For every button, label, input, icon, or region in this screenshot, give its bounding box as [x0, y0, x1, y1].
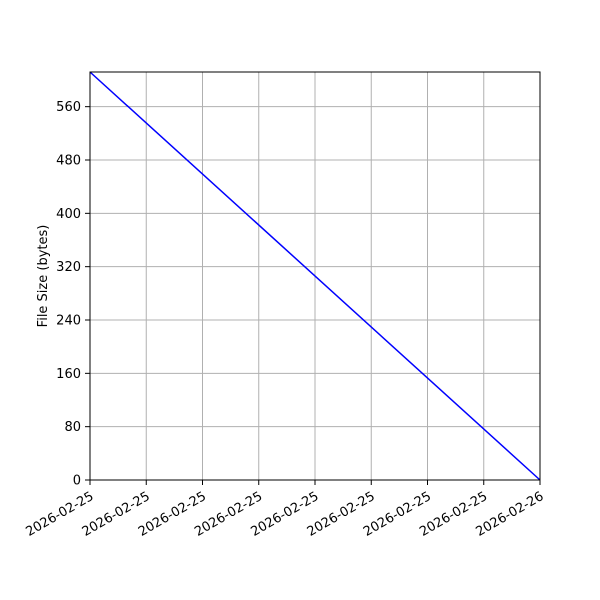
series-layer	[89, 71, 541, 481]
y-tick-label: 0	[73, 474, 81, 489]
y-tick-label: 400	[56, 207, 81, 222]
y-tick-label: 240	[56, 314, 81, 329]
y-axis-label: File Size (bytes)	[36, 225, 51, 328]
y-tick-label: 320	[56, 260, 81, 275]
y-tick-label: 80	[64, 420, 81, 435]
y-tick-label: 160	[56, 367, 81, 382]
series-line	[89, 71, 541, 481]
y-tick-label: 480	[56, 154, 81, 169]
y-tick-label: 560	[56, 100, 81, 115]
